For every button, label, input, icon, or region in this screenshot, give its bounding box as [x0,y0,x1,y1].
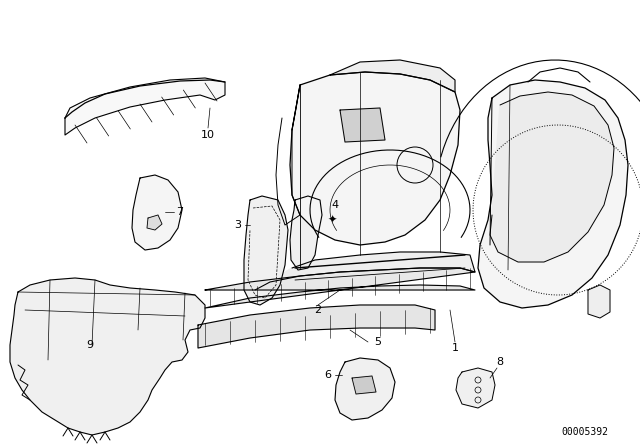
Text: ✦: ✦ [327,215,337,225]
Polygon shape [490,92,614,262]
Text: 5: 5 [374,337,381,347]
Text: 7: 7 [176,207,183,217]
Polygon shape [198,305,435,348]
Text: 9: 9 [86,340,93,350]
Polygon shape [290,196,322,270]
Polygon shape [65,78,225,135]
Text: 8: 8 [497,357,504,367]
Polygon shape [352,376,376,394]
Polygon shape [340,108,385,142]
Polygon shape [255,252,475,290]
Text: 4: 4 [332,200,339,210]
Text: 00005392: 00005392 [561,427,608,437]
Polygon shape [132,175,182,250]
Polygon shape [147,215,162,230]
Polygon shape [330,60,455,92]
Text: 10: 10 [201,130,215,140]
Polygon shape [244,196,288,305]
Text: 2: 2 [314,305,321,315]
Polygon shape [290,72,460,245]
Polygon shape [588,285,610,318]
Text: 3: 3 [234,220,241,230]
Polygon shape [456,368,495,408]
Polygon shape [335,358,395,420]
Polygon shape [205,268,475,308]
Polygon shape [10,278,205,435]
Text: 1: 1 [451,343,458,353]
Polygon shape [478,80,628,308]
Text: 6: 6 [324,370,332,380]
